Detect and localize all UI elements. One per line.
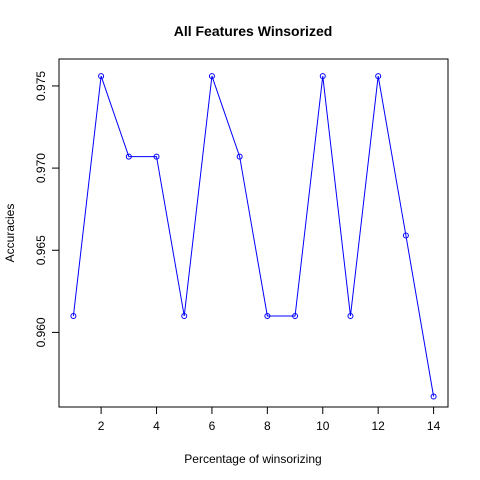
chart-title: All Features Winsorized: [174, 23, 333, 39]
x-tick-label: 12: [371, 419, 385, 433]
y-axis: 0.960 0.965 0.970 0.975: [34, 71, 59, 348]
series-line: [73, 76, 433, 396]
x-axis-label: Percentage of winsorizing: [184, 452, 321, 466]
y-tick-label: 0.965: [34, 235, 48, 265]
x-tick-label: 8: [264, 419, 271, 433]
x-axis: 2 4 6 8 10 12 14: [98, 407, 441, 433]
x-tick-label: 6: [209, 419, 216, 433]
y-tick-label: 0.975: [34, 71, 48, 101]
x-tick-label: 10: [316, 419, 330, 433]
series-group: [71, 74, 436, 399]
x-tick-label: 2: [98, 419, 105, 433]
x-tick-label: 4: [153, 419, 160, 433]
y-axis-label: Accuracies: [3, 204, 17, 263]
plot-frame: [59, 59, 448, 407]
y-tick-label: 0.960: [34, 317, 48, 347]
x-tick-label: 14: [427, 419, 441, 433]
y-tick-label: 0.970: [34, 153, 48, 183]
